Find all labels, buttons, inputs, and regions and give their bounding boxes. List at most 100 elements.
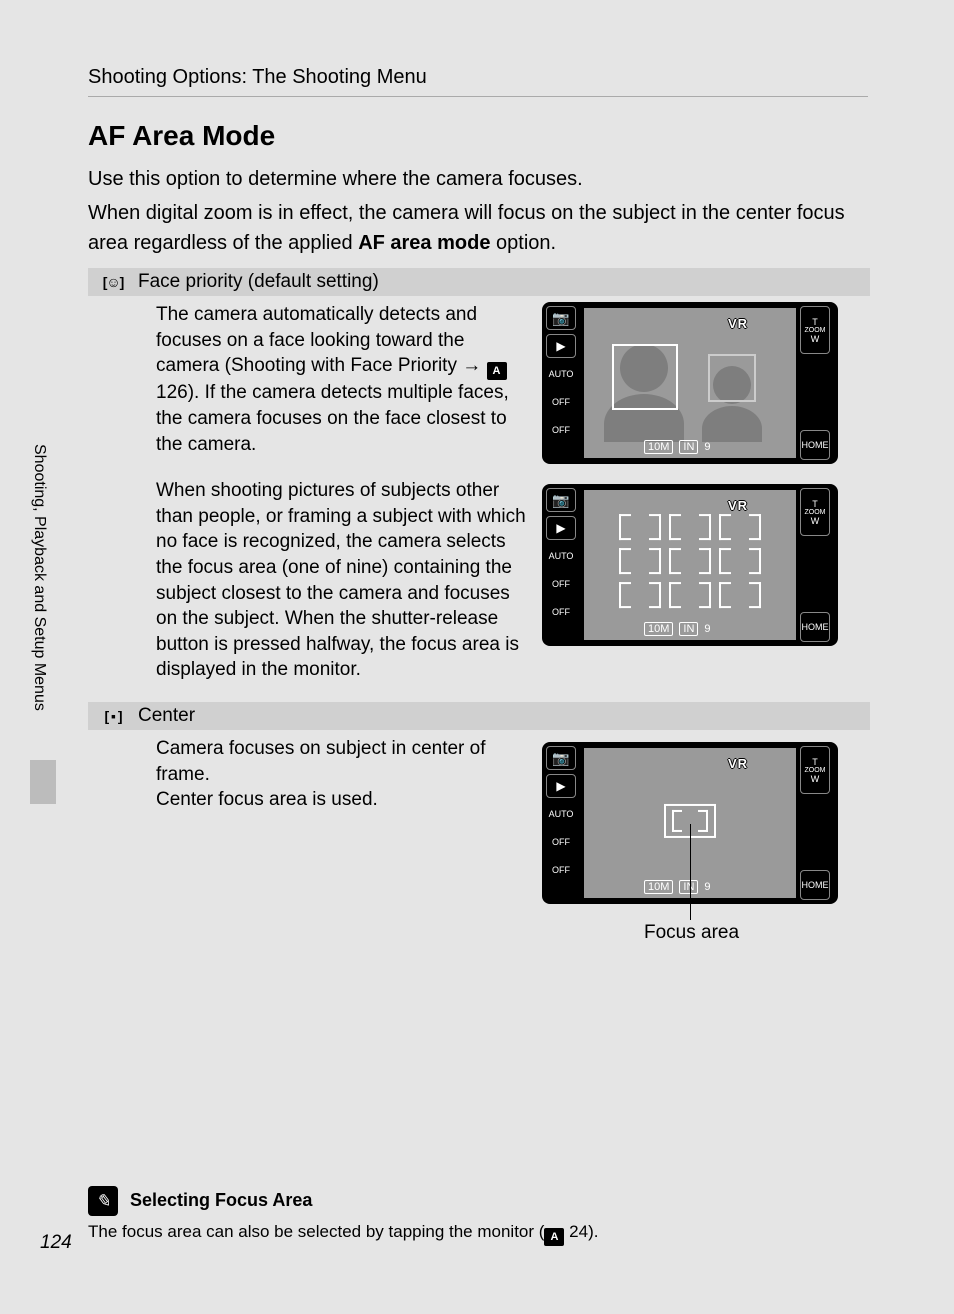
mode-row-center: [ ▪ ] Center	[88, 702, 870, 730]
note-title: Selecting Focus Area	[130, 1190, 312, 1211]
focus-area-pointer	[690, 824, 691, 920]
af-area	[617, 546, 663, 576]
face-priority-para2: When shooting pictures of subjects other…	[156, 478, 526, 683]
macro-off-icon: OFF	[546, 600, 576, 624]
lcd2-viewfinder: VR 10M IN 9	[584, 490, 796, 640]
camera-mode-icon	[546, 488, 576, 512]
zoom-w: W	[811, 334, 820, 344]
af-area	[617, 512, 663, 542]
lcd1-viewfinder: VR 10M IN 9	[584, 308, 796, 458]
playback-icon	[546, 334, 576, 358]
center-icon: [ ▪ ]	[88, 708, 138, 724]
zoom-control-icon: T ZOOM W	[800, 306, 830, 354]
vr-indicator: VR	[728, 756, 748, 771]
fp-p1ref: 126	[156, 382, 188, 403]
face-box-primary	[612, 344, 678, 410]
macro-off-icon: OFF	[546, 858, 576, 882]
status-res: 10M	[644, 440, 673, 454]
nine-area-grid	[617, 512, 763, 610]
home-icon: HOME	[800, 870, 830, 900]
page-title: AF Area Mode	[88, 120, 275, 152]
flash-auto-icon: AUTO	[546, 544, 576, 568]
zoom-control-icon: T ZOOM W	[800, 488, 830, 536]
note-body-b: ).	[588, 1222, 598, 1241]
zoom-w: W	[811, 774, 820, 784]
sidebar-tab: Shooting, Playback and Setup Menus	[30, 444, 56, 804]
focus-area-label: Focus area	[644, 922, 739, 944]
af-area	[667, 512, 713, 542]
face-priority-icon: [☺]	[88, 274, 138, 290]
status-count: 9	[704, 881, 710, 893]
lcd2-right-icons: T ZOOM W HOME	[800, 488, 834, 642]
center-para-a: Camera focuses on subject in center of f…	[156, 738, 486, 785]
mode-row-face-priority: [☺] Face priority (default setting)	[88, 268, 870, 296]
timer-off-icon: OFF	[546, 830, 576, 854]
af-area	[617, 580, 663, 610]
note-body: The focus area can also be selected by t…	[88, 1222, 598, 1246]
status-mem: IN	[679, 622, 698, 636]
page-ref-icon: A	[487, 362, 507, 380]
lcd1-left-icons: AUTO OFF OFF	[546, 306, 580, 460]
playback-icon	[546, 774, 576, 798]
lcd1-status: 10M IN 9	[644, 440, 711, 454]
status-count: 9	[704, 623, 710, 635]
center-para-b: Center focus area is used.	[156, 789, 378, 810]
timer-off-icon: OFF	[546, 572, 576, 596]
lcd3-left-icons: AUTO OFF OFF	[546, 746, 580, 900]
sidebar-label: Shooting, Playback and Setup Menus	[30, 444, 48, 744]
status-mem: IN	[679, 440, 698, 454]
playback-icon	[546, 516, 576, 540]
fp-p1b: ). If the camera detects multiple faces,…	[156, 382, 509, 454]
zoom-label: ZOOM	[805, 327, 826, 334]
macro-off-icon: OFF	[546, 418, 576, 442]
lcd3-right-icons: T ZOOM W HOME	[800, 746, 834, 900]
intro2-bold: AF area mode	[358, 232, 490, 254]
af-area	[667, 580, 713, 610]
af-area	[717, 580, 763, 610]
lcd3-status: 10M IN 9	[644, 880, 711, 894]
fp-p1a: The camera automatically detects and foc…	[156, 304, 487, 376]
center-title: Center	[138, 705, 195, 727]
intro-paragraph-1: Use this option to determine where the c…	[88, 166, 858, 192]
face-priority-para1: The camera automatically detects and foc…	[156, 302, 516, 457]
status-mem: IN	[679, 880, 698, 894]
chapter-heading: Shooting Options: The Shooting Menu	[88, 66, 427, 89]
status-res: 10M	[644, 880, 673, 894]
intro2-part-b: option.	[490, 232, 556, 254]
lcd2-status: 10M IN 9	[644, 622, 711, 636]
camera-mode-icon	[546, 746, 576, 770]
zoom-t: T	[812, 317, 818, 327]
vr-indicator: VR	[728, 316, 748, 331]
note-icon: ✎	[88, 1186, 118, 1216]
face-priority-title: Face priority (default setting)	[138, 271, 379, 293]
zoom-t: T	[812, 499, 818, 509]
lcd1-right-icons: T ZOOM W HOME	[800, 306, 834, 460]
center-para: Camera focuses on subject in center of f…	[156, 736, 516, 813]
page-number: 124	[40, 1232, 72, 1254]
zoom-t: T	[812, 757, 818, 767]
af-area	[717, 512, 763, 542]
zoom-w: W	[811, 516, 820, 526]
header-rule	[88, 96, 868, 97]
page-ref-icon: A	[544, 1228, 564, 1246]
note-body-ref: 24	[569, 1222, 588, 1241]
sidebar-block	[30, 760, 56, 804]
note-body-a: The focus area can also be selected by t…	[88, 1222, 544, 1241]
lcd-nine-area: VR 10M IN 9 AUTO OFF OFF T ZOOM W HOME	[542, 484, 838, 646]
home-icon: HOME	[800, 430, 830, 460]
camera-mode-icon	[546, 306, 576, 330]
af-area	[667, 546, 713, 576]
vr-indicator: VR	[728, 498, 748, 513]
status-res: 10M	[644, 622, 673, 636]
af-area	[717, 546, 763, 576]
home-icon: HOME	[800, 612, 830, 642]
face-box-secondary	[708, 354, 756, 402]
zoom-label: ZOOM	[805, 767, 826, 774]
status-count: 9	[704, 441, 710, 453]
timer-off-icon: OFF	[546, 390, 576, 414]
intro-paragraph-2: When digital zoom is in effect, the came…	[88, 198, 858, 258]
flash-auto-icon: AUTO	[546, 362, 576, 386]
flash-auto-icon: AUTO	[546, 802, 576, 826]
lcd-face-priority: VR 10M IN 9 AUTO OFF OFF T ZOOM W HOME	[542, 302, 838, 464]
lcd2-left-icons: AUTO OFF OFF	[546, 488, 580, 642]
